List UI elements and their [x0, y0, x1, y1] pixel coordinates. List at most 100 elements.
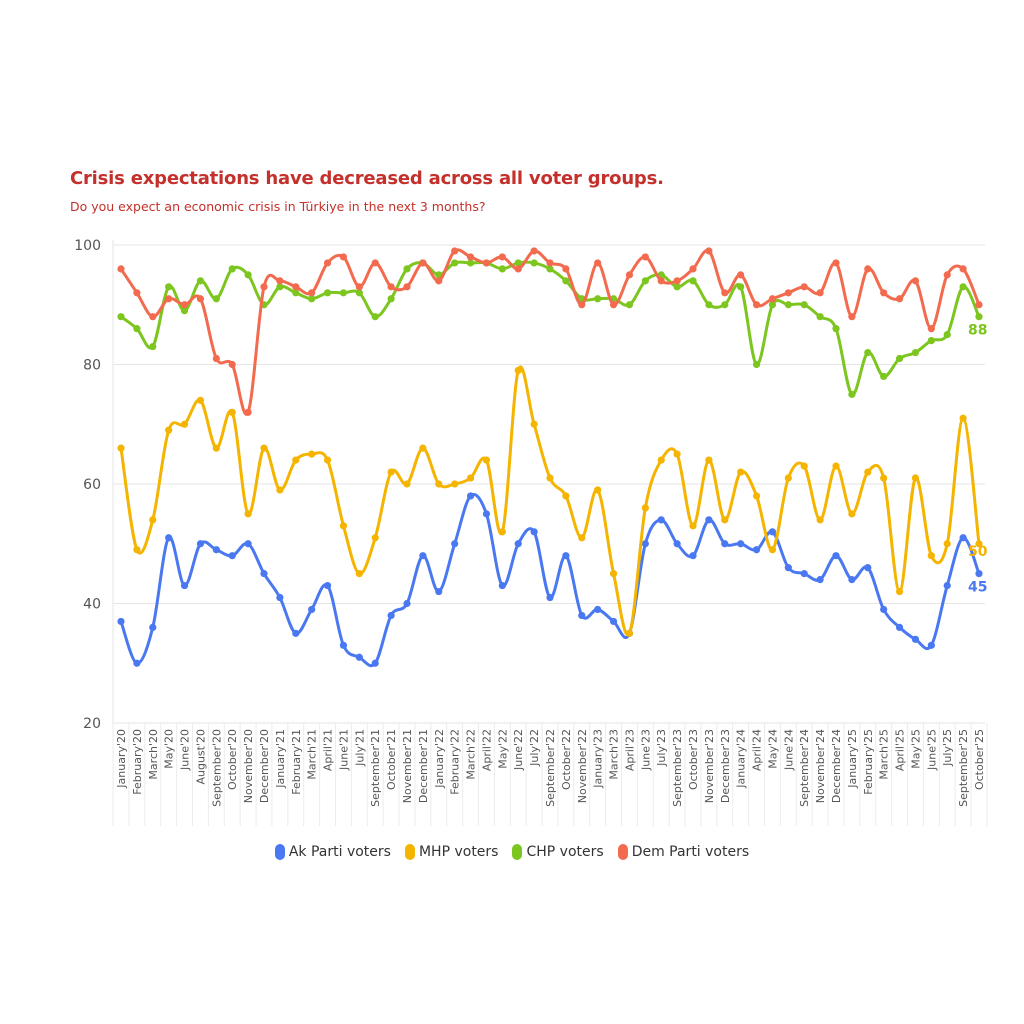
x-tick-label: August'20	[194, 729, 207, 785]
x-tick-label: April'24	[751, 729, 764, 771]
data-point-chp-voters	[323, 289, 332, 297]
data-point-chp-voters	[276, 283, 284, 291]
data-point-ak-parti-voters	[387, 611, 395, 620]
data-point-mhp-voters	[721, 516, 729, 524]
data-point-dem-parti-voters	[721, 289, 729, 297]
data-point-dem-parti-voters	[625, 271, 634, 279]
data-point-dem-parti-voters	[323, 259, 332, 267]
data-point-dem-parti-voters	[689, 265, 697, 273]
data-point-chp-voters	[959, 283, 967, 291]
x-tick-label: November'22	[576, 729, 589, 803]
legend-label: MHP voters	[418, 844, 499, 860]
data-point-chp-voters	[308, 295, 316, 303]
data-point-chp-voters	[895, 354, 904, 363]
data-point-chp-voters	[768, 301, 777, 309]
data-point-mhp-voters	[387, 468, 395, 476]
series-line-mhp-voters	[119, 365, 981, 637]
x-tick-label: February'20	[131, 729, 144, 795]
data-point-dem-parti-voters	[768, 295, 777, 303]
data-point-mhp-voters	[371, 534, 379, 542]
data-point-chp-voters	[403, 265, 411, 273]
data-point-chp-voters	[816, 313, 824, 321]
data-point-chp-voters	[880, 372, 888, 381]
data-point-mhp-voters	[848, 510, 856, 518]
legend-item-dem-parti[interactable]: Dem Parti voters	[617, 844, 749, 860]
data-point-dem-parti-voters	[308, 289, 316, 297]
data-point-mhp-voters	[228, 408, 236, 416]
x-tick-label: January'22	[433, 729, 446, 789]
data-point-ak-parti-voters	[498, 581, 506, 590]
x-tick-label: June'24	[782, 729, 795, 771]
data-point-dem-parti-voters	[975, 301, 983, 309]
data-point-mhp-voters	[816, 516, 824, 524]
x-tick-label: January'23	[592, 729, 605, 789]
x-tick-label: June'20	[179, 729, 192, 771]
data-point-dem-parti-voters	[292, 283, 300, 291]
data-point-dem-parti-voters	[387, 283, 395, 291]
data-point-dem-parti-voters	[133, 289, 141, 297]
data-point-dem-parti-voters	[546, 259, 554, 267]
data-point-dem-parti-voters	[530, 247, 538, 255]
data-point-mhp-voters	[562, 492, 570, 500]
legend-item-chp[interactable]: CHP voters	[512, 844, 604, 860]
data-point-mhp-voters	[196, 396, 205, 404]
x-tick-label: July'25	[941, 729, 954, 767]
data-point-mhp-voters	[419, 444, 427, 452]
data-point-ak-parti-voters	[371, 659, 379, 667]
x-tick-label: March'22	[465, 729, 478, 780]
series-line-chp-voters	[120, 260, 981, 396]
data-point-chp-voters	[498, 265, 506, 273]
data-point-mhp-voters	[689, 522, 697, 530]
data-point-mhp-voters	[435, 480, 443, 488]
x-tick-label: November'24	[814, 729, 827, 803]
data-point-dem-parti-voters	[244, 408, 252, 416]
data-point-ak-parti-voters	[435, 587, 443, 596]
data-point-mhp-voters	[165, 426, 173, 434]
data-point-ak-parti-voters	[895, 623, 904, 632]
x-tick-label: October'20	[226, 729, 239, 790]
data-point-chp-voters	[339, 289, 348, 297]
data-point-mhp-voters	[308, 450, 316, 458]
data-point-chp-voters	[705, 301, 713, 309]
data-point-ak-parti-voters	[975, 570, 983, 578]
data-point-chp-voters	[800, 301, 808, 309]
data-point-dem-parti-voters	[895, 295, 904, 303]
x-tick-label: May'20	[163, 729, 176, 769]
data-point-ak-parti-voters	[117, 617, 125, 626]
data-point-chp-voters	[165, 283, 173, 291]
data-point-chp-voters	[562, 277, 570, 285]
data-point-mhp-voters	[864, 468, 872, 476]
data-point-dem-parti-voters	[228, 360, 236, 369]
x-tick-label: April'22	[480, 729, 493, 771]
data-point-ak-parti-voters	[466, 492, 475, 500]
x-tick-label: December'23	[719, 729, 732, 803]
data-point-dem-parti-voters	[276, 277, 284, 285]
data-point-mhp-voters	[451, 480, 459, 488]
data-point-mhp-voters	[594, 486, 602, 494]
data-point-dem-parti-voters	[403, 283, 411, 291]
data-point-ak-parti-voters	[530, 528, 538, 536]
data-point-ak-parti-voters	[673, 540, 681, 548]
x-tick-label: September'24	[798, 729, 811, 807]
legend-item-ak-parti[interactable]: Ak Parti voters	[274, 844, 391, 860]
data-point-chp-voters	[752, 360, 761, 369]
legend-swatch	[512, 844, 523, 860]
data-point-mhp-voters	[832, 462, 840, 470]
data-point-dem-parti-voters	[451, 247, 459, 255]
legend-swatch	[274, 844, 285, 860]
data-point-chp-voters	[689, 277, 697, 285]
data-point-ak-parti-voters	[323, 581, 332, 590]
legend-label: Ak Parti voters	[288, 844, 391, 860]
data-point-ak-parti-voters	[292, 629, 300, 637]
data-point-ak-parti-voters	[180, 581, 189, 590]
data-point-mhp-voters	[768, 546, 777, 554]
chart-subtitle: Do you expect an economic crisis in Türk…	[70, 199, 486, 214]
data-point-dem-parti-voters	[784, 289, 792, 297]
data-point-ak-parti-voters	[959, 534, 967, 542]
legend-item-mhp[interactable]: MHP voters	[404, 844, 499, 860]
data-point-chp-voters	[848, 390, 856, 398]
data-point-mhp-voters	[117, 444, 125, 452]
data-point-mhp-voters	[943, 540, 951, 548]
data-point-mhp-voters	[911, 474, 920, 482]
x-tick-label: January'20	[115, 729, 128, 789]
